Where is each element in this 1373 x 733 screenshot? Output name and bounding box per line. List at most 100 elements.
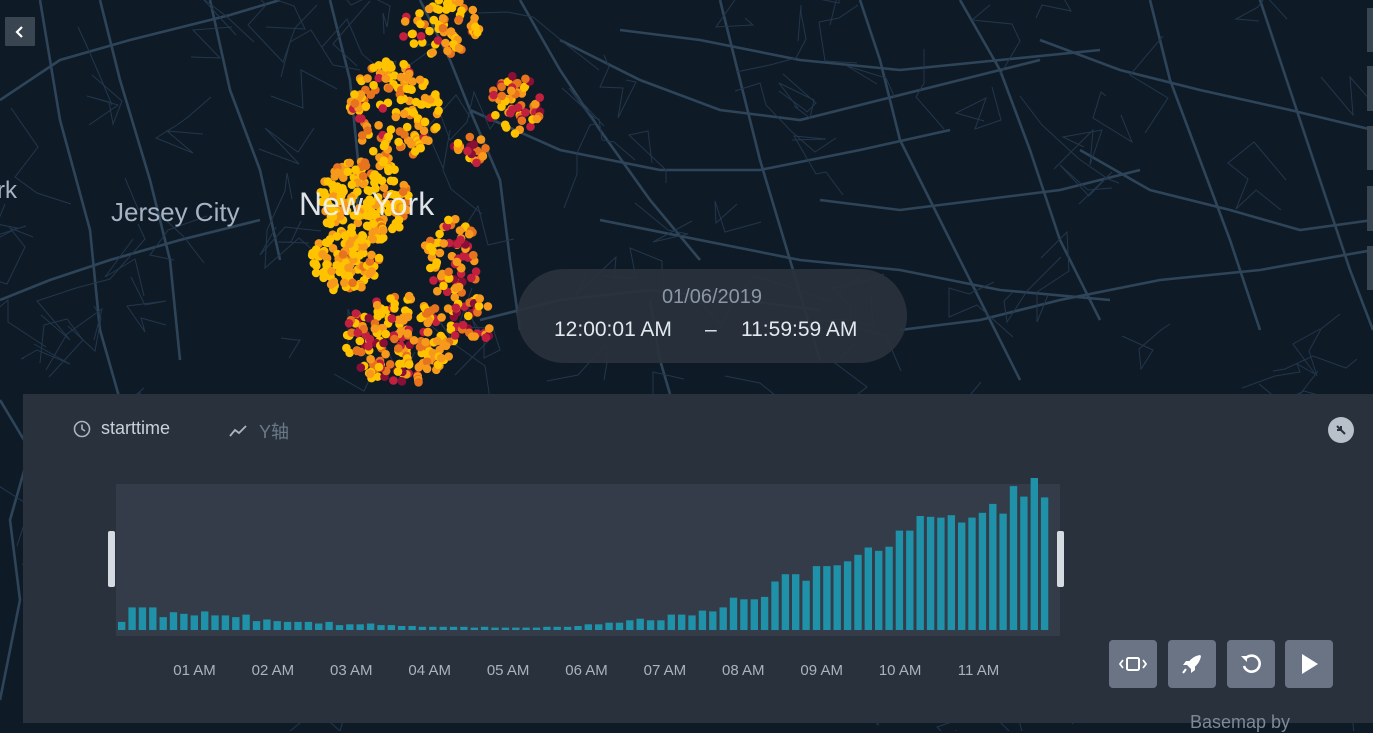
trip-point [383,98,393,108]
trip-point [344,271,354,281]
trip-point [357,131,367,140]
trip-point [329,278,338,287]
histogram-tick-label: 06 AM [565,662,608,679]
trip-point [381,198,390,208]
trip-point [430,304,440,313]
trip-point [373,173,383,182]
trip-point [387,189,396,199]
histogram-bar [833,565,841,630]
trip-point [363,74,372,83]
trip-point [510,129,520,138]
trip-point [443,0,453,7]
loop-button[interactable] [1227,640,1275,688]
histogram-bar [449,626,458,630]
x-field-selector[interactable]: starttime [73,418,170,439]
trip-point [472,158,481,168]
road [280,29,361,78]
trip-point [443,46,452,56]
trip-point [446,27,456,36]
road [457,287,501,359]
road [208,0,282,261]
trip-point [399,59,409,69]
trip-point [438,13,448,23]
road [846,65,896,99]
trip-point [379,226,388,235]
side-tab[interactable] [1367,8,1373,52]
road [0,399,32,701]
trip-point [321,238,331,247]
trip-point [350,99,360,108]
trip-point [371,184,380,193]
trip-point [415,75,425,85]
trip-point [374,73,384,83]
histogram-bar [584,624,592,630]
histogram-bar [201,611,209,630]
range-handle-left[interactable] [108,531,115,587]
speed-button[interactable] [1168,640,1216,688]
road [821,0,840,26]
side-tab[interactable] [1367,126,1373,170]
play-button[interactable] [1285,640,1333,688]
trip-point [383,164,393,173]
collapse-button[interactable] [1328,417,1354,443]
range-handle-right[interactable] [1057,531,1064,587]
trip-point [407,139,416,149]
road [559,38,1041,122]
road [0,0,281,102]
trip-point [441,38,450,48]
trip-point [452,257,462,267]
road [36,223,146,341]
trip-point [351,165,360,174]
time-histogram[interactable]: 01 AM 02 AM 03 AM 04 AM 05 AM 06 AM 07 AM 08 AM… [103,478,1073,688]
trip-point [425,26,434,36]
trip-point [424,4,434,14]
trip-point [366,197,376,206]
trip-point [415,342,425,352]
road [634,202,693,243]
histogram-bar [688,615,696,630]
trip-point [437,353,446,363]
trip-point [441,341,451,351]
side-tab[interactable] [1367,186,1373,231]
trip-point [328,180,337,189]
road [791,135,844,196]
histogram-bar [926,516,935,630]
trip-point [358,171,368,181]
histogram-bar [823,566,831,630]
trip-point [474,301,484,311]
trip-point [402,205,412,215]
road [734,82,837,153]
road [258,127,315,165]
trip-point [373,312,383,322]
histogram-bar [283,621,292,630]
trip-point [508,71,517,81]
y-axis-selector[interactable]: Y轴 [229,418,289,444]
trip-point [424,316,434,325]
trip-point [365,334,375,344]
histogram-bar [709,611,717,630]
trip-point [535,93,544,102]
trip-point [507,86,516,96]
trip-point [361,161,371,171]
play-icon [1302,654,1318,674]
trip-point [381,74,391,83]
road [1320,75,1373,117]
trip-point [327,266,336,276]
side-tab[interactable] [1367,246,1373,290]
trip-point [464,229,474,239]
histogram-bar [646,620,655,630]
trip-point [437,271,446,281]
road [899,248,1373,332]
histogram-bar [335,625,344,630]
trip-point [355,251,364,260]
window-width-button[interactable] [1109,640,1157,688]
histogram-bar [771,581,779,630]
histogram-bar [418,626,427,630]
trip-point [413,114,423,123]
side-tab[interactable] [1367,66,1373,111]
trip-point [531,99,540,109]
back-button[interactable] [5,17,35,46]
histogram-tick-label: 07 AM [644,662,687,679]
trip-point [467,273,476,283]
